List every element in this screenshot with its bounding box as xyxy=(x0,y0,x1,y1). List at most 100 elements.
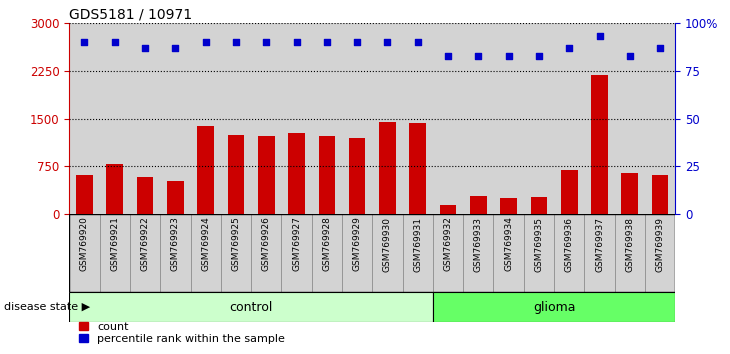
Bar xyxy=(554,214,584,292)
Text: GSM769929: GSM769929 xyxy=(353,217,361,272)
Bar xyxy=(167,181,184,214)
Point xyxy=(442,53,454,58)
Bar xyxy=(99,214,130,292)
Bar xyxy=(258,136,274,214)
Bar xyxy=(379,122,396,214)
Point xyxy=(230,39,242,45)
Text: GSM769932: GSM769932 xyxy=(444,217,453,272)
Bar xyxy=(439,205,456,214)
Point xyxy=(564,45,575,51)
Bar xyxy=(493,214,524,292)
Bar xyxy=(500,198,517,214)
Bar xyxy=(554,23,584,214)
Bar xyxy=(591,75,608,214)
Text: GSM769922: GSM769922 xyxy=(141,217,150,271)
Text: GSM769927: GSM769927 xyxy=(292,217,301,272)
Bar xyxy=(197,126,214,214)
Text: control: control xyxy=(229,301,273,314)
Text: GSM769934: GSM769934 xyxy=(504,217,513,272)
Bar xyxy=(621,173,638,214)
Bar xyxy=(463,214,493,292)
Bar xyxy=(69,214,99,292)
Point xyxy=(200,39,212,45)
Point xyxy=(533,53,545,58)
Bar xyxy=(433,23,464,214)
Bar xyxy=(615,23,645,214)
Bar xyxy=(372,214,403,292)
Bar xyxy=(251,214,282,292)
Text: GSM769928: GSM769928 xyxy=(323,217,331,272)
Bar xyxy=(463,23,493,214)
Bar xyxy=(403,23,433,214)
Point xyxy=(321,39,333,45)
Point xyxy=(139,45,151,51)
Point xyxy=(593,34,605,39)
Text: GSM769921: GSM769921 xyxy=(110,217,119,272)
Point xyxy=(351,39,363,45)
Text: disease state ▶: disease state ▶ xyxy=(4,302,90,312)
Text: GSM769931: GSM769931 xyxy=(413,217,422,272)
Bar xyxy=(615,214,645,292)
Point xyxy=(624,53,636,58)
Point xyxy=(109,39,120,45)
Bar xyxy=(191,214,220,292)
Legend: count, percentile rank within the sample: count, percentile rank within the sample xyxy=(75,317,290,348)
Bar xyxy=(342,214,372,292)
Point xyxy=(503,53,515,58)
Bar xyxy=(318,136,335,214)
Point xyxy=(382,39,393,45)
Bar xyxy=(76,175,93,214)
Bar xyxy=(312,23,342,214)
Bar xyxy=(584,23,615,214)
Point xyxy=(412,39,423,45)
Bar xyxy=(288,133,305,214)
Bar xyxy=(372,23,403,214)
Text: GSM769930: GSM769930 xyxy=(383,217,392,272)
Text: GSM769926: GSM769926 xyxy=(262,217,271,272)
Point xyxy=(169,45,181,51)
Bar xyxy=(130,23,161,214)
Bar xyxy=(652,175,669,214)
Bar xyxy=(349,138,366,214)
Bar xyxy=(531,197,548,214)
Point xyxy=(472,53,484,58)
Text: GDS5181 / 10971: GDS5181 / 10971 xyxy=(69,8,193,22)
Bar xyxy=(251,23,282,214)
Bar xyxy=(470,196,487,214)
Bar xyxy=(69,292,433,322)
Bar xyxy=(107,165,123,214)
Bar xyxy=(410,123,426,214)
Text: GSM769937: GSM769937 xyxy=(595,217,604,272)
Text: glioma: glioma xyxy=(533,301,575,314)
Text: GSM769936: GSM769936 xyxy=(565,217,574,272)
Text: GSM769925: GSM769925 xyxy=(231,217,240,272)
Point xyxy=(79,39,91,45)
Bar xyxy=(524,214,554,292)
Bar xyxy=(191,23,220,214)
Bar xyxy=(99,23,130,214)
Bar xyxy=(130,214,161,292)
Bar xyxy=(433,292,675,322)
Bar xyxy=(561,170,577,214)
Text: GSM769923: GSM769923 xyxy=(171,217,180,272)
Bar xyxy=(137,177,153,214)
Text: GSM769920: GSM769920 xyxy=(80,217,89,272)
Bar xyxy=(524,23,554,214)
Bar xyxy=(221,23,251,214)
Bar xyxy=(433,214,464,292)
Bar xyxy=(342,23,372,214)
Bar xyxy=(221,214,251,292)
Bar xyxy=(69,23,99,214)
Bar xyxy=(312,214,342,292)
Point xyxy=(261,39,272,45)
Bar xyxy=(645,23,675,214)
Point xyxy=(654,45,666,51)
Bar xyxy=(228,135,245,214)
Bar xyxy=(493,23,524,214)
Text: GSM769939: GSM769939 xyxy=(656,217,664,272)
Text: GSM769935: GSM769935 xyxy=(534,217,543,272)
Text: GSM769933: GSM769933 xyxy=(474,217,483,272)
Bar xyxy=(584,214,615,292)
Bar xyxy=(645,214,675,292)
Bar xyxy=(161,214,191,292)
